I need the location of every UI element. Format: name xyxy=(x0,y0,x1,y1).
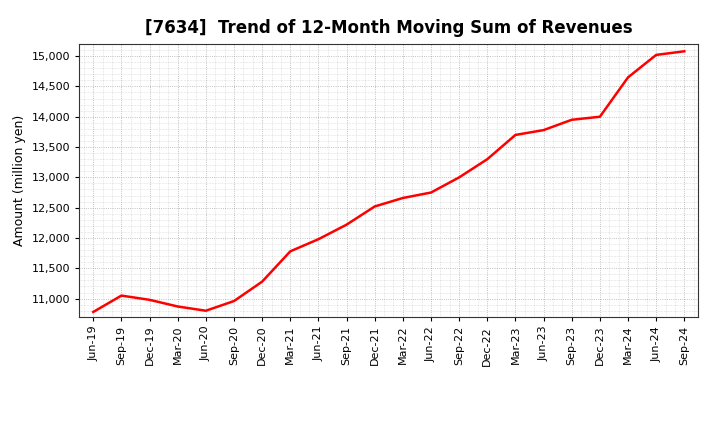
Title: [7634]  Trend of 12-Month Moving Sum of Revenues: [7634] Trend of 12-Month Moving Sum of R… xyxy=(145,19,633,37)
Y-axis label: Amount (million yen): Amount (million yen) xyxy=(13,115,26,246)
